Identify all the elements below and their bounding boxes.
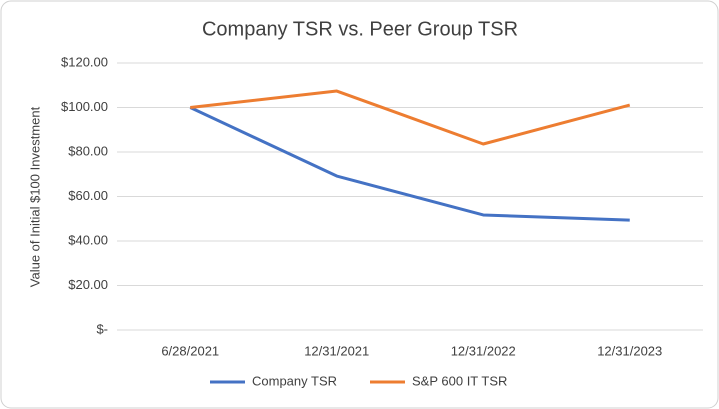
x-tick-label: 12/31/2022 [451, 343, 516, 358]
y-tick-label: $60.00 [68, 188, 108, 203]
legend-label: Company TSR [252, 373, 337, 388]
x-tick-label: 12/31/2023 [597, 343, 662, 358]
y-tick-label: $40.00 [68, 232, 108, 247]
x-tick-label: 12/31/2021 [304, 343, 369, 358]
y-axis-label: Value of Initial $100 Investment [27, 106, 42, 287]
y-tick-label: $20.00 [68, 277, 108, 292]
series-line [190, 89, 631, 146]
y-tick-label: $120.00 [61, 54, 108, 69]
y-tick-label: $100.00 [61, 99, 108, 114]
chart-title: Company TSR vs. Peer Group TSR [202, 18, 518, 40]
legend-label: S&P 600 IT TSR [412, 373, 507, 388]
y-tick-label: $- [96, 321, 108, 336]
series-line [189, 106, 630, 222]
y-tick-label: $80.00 [68, 143, 108, 158]
x-tick-label: 6/28/2021 [161, 343, 219, 358]
